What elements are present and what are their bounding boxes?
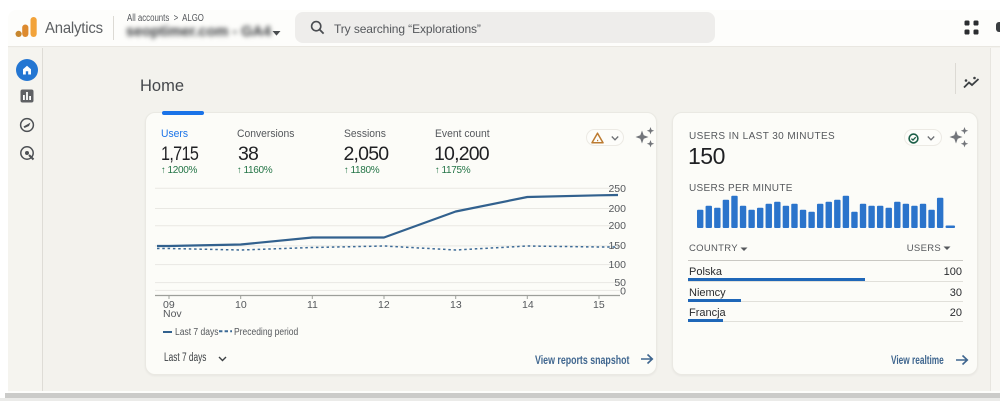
svg-text:0: 0 (620, 286, 626, 298)
svg-text:100: 100 (608, 259, 626, 271)
svg-text:10: 10 (235, 299, 247, 311)
svg-text:200: 200 (608, 203, 626, 215)
svg-text:09: 09 (163, 299, 175, 311)
svg-text:50: 50 (614, 277, 626, 289)
svg-text:200: 200 (608, 220, 626, 232)
svg-text:150: 150 (608, 240, 626, 252)
svg-text:11: 11 (307, 299, 318, 311)
svg-text:12: 12 (378, 299, 390, 311)
svg-text:Nov: Nov (163, 308, 182, 320)
svg-text:13: 13 (450, 299, 462, 311)
svg-text:15: 15 (593, 299, 605, 311)
svg-text:250: 250 (608, 183, 626, 195)
svg-text:14: 14 (522, 299, 534, 311)
